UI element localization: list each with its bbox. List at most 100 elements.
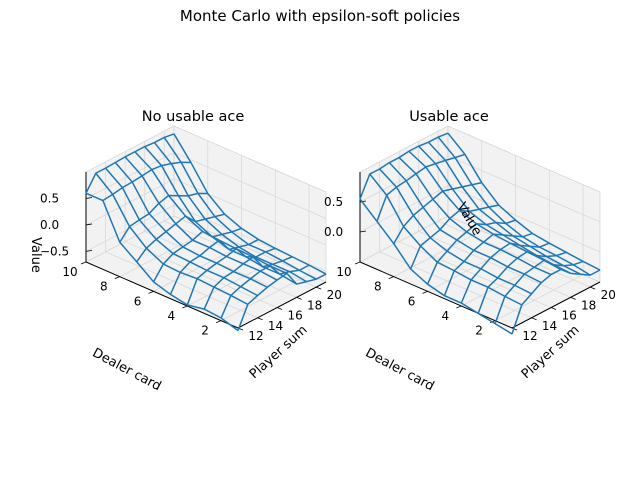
- surface-line-player-13: [95, 172, 249, 306]
- grid-line: [85, 205, 175, 252]
- surface-line-dealer-4: [186, 247, 276, 306]
- surface-line-player-17: [408, 150, 562, 271]
- surface-line-dealer-7: [136, 213, 225, 263]
- grid-line: [418, 230, 571, 298]
- y-tick-label: 16: [287, 309, 302, 323]
- x-tick: [148, 290, 154, 294]
- y-tick: [531, 317, 537, 321]
- y-tick: [316, 286, 322, 290]
- surface-line-player-19: [153, 142, 307, 283]
- surface-line-player-19: [427, 141, 581, 275]
- surface-line-player-13: [369, 173, 523, 306]
- surface-line-player-16: [124, 156, 278, 281]
- subplot-usable-ace: 2 4 6 8 10 12 14 16 18 20 0.0 0.5 Usable ace Dealer c…: [324, 109, 616, 394]
- x-tick: [354, 261, 361, 265]
- grid-line: [447, 185, 601, 253]
- z-tick-label: 0.5: [324, 195, 343, 209]
- surface-line-player-21: [173, 133, 327, 275]
- grid-line: [379, 251, 532, 319]
- grid-line: [173, 152, 327, 219]
- surface-line-player-15: [114, 161, 268, 288]
- grid-line: [153, 244, 242, 292]
- surface-line-dealer-5: [443, 232, 533, 296]
- surface-line-dealer-9: [102, 161, 191, 202]
- surface-line-player-14: [379, 168, 532, 295]
- grid-line: [359, 185, 449, 233]
- x-tick-label: 6: [134, 294, 142, 308]
- y-tick-label: 12: [248, 329, 263, 343]
- x-tick: [80, 261, 87, 265]
- x-tick: [456, 305, 462, 309]
- x-tick: [422, 290, 428, 294]
- z-tick: [359, 230, 367, 233]
- z-tick: [359, 200, 367, 203]
- x-tick-label: 8: [374, 280, 382, 294]
- grid-line: [85, 152, 175, 199]
- grid-line: [447, 155, 601, 223]
- surface-line-dealer-2: [494, 259, 584, 324]
- z-tick-label: 0.5: [40, 191, 59, 205]
- x-tick-label: 8: [100, 280, 108, 294]
- y-tick-label: 20: [327, 288, 342, 302]
- surface-line-dealer-5: [169, 238, 259, 295]
- subplot-title: No usable ace: [142, 109, 245, 125]
- grid-line: [187, 259, 276, 307]
- surface-line-dealer-7: [409, 204, 499, 270]
- grid-line: [359, 215, 449, 263]
- y-tick-label: 18: [581, 298, 596, 312]
- x-tick-label: 4: [442, 309, 450, 323]
- y-tick: [511, 327, 518, 331]
- surface-line-dealer-3: [477, 250, 567, 314]
- figure-title: Monte Carlo with epsilon-soft policies: [179, 7, 461, 25]
- x-axis-line: [85, 261, 239, 329]
- y-tick: [570, 296, 576, 300]
- grid-line: [494, 274, 584, 322]
- surface-line-dealer-6: [426, 219, 516, 285]
- surface-line-player-18: [144, 146, 298, 285]
- x-axis-label: Dealer card: [90, 346, 164, 395]
- surface-line-dealer-3: [203, 256, 293, 310]
- surface-line-player-16: [398, 157, 552, 276]
- surface-line-player-15: [388, 162, 542, 284]
- surface-line-player-14: [104, 167, 258, 297]
- z-tick: [85, 197, 93, 199]
- x-tick-label: 6: [408, 294, 416, 308]
- subplot-no-usable-ace: 2 4 6 8 10 12 14 16 18 20 −0.5 0.0 0.5 No usable ace D…: [28, 109, 342, 394]
- x-tick: [182, 305, 188, 309]
- y-tick-label: 16: [561, 309, 576, 323]
- x-tick-label: 4: [168, 309, 176, 323]
- y-tick-label: 18: [307, 298, 322, 312]
- y-tick: [550, 307, 557, 310]
- y-tick: [257, 317, 263, 321]
- z-tick: [85, 223, 93, 226]
- z-axis-label: Value: [28, 237, 43, 273]
- surface-line-dealer-10: [359, 132, 449, 200]
- surface-line-dealer-8: [393, 181, 482, 245]
- surface-line-dealer-8: [119, 192, 208, 243]
- grid-line: [427, 244, 516, 292]
- surface-line-dealer-6: [152, 227, 242, 283]
- y-tick-label: 14: [268, 319, 283, 333]
- z-tick: [85, 250, 93, 252]
- surface-line-dealer-1: [237, 272, 327, 331]
- y-tick-label: 20: [601, 288, 616, 302]
- y-tick: [590, 286, 596, 290]
- surface-line-dealer-2: [220, 264, 310, 319]
- y-tick-label: 14: [542, 319, 557, 333]
- surface-line-player-12: [85, 192, 239, 332]
- surface-line-dealer-9: [376, 153, 466, 222]
- surface-line-player-20: [163, 137, 317, 280]
- x-axis-label: Dealer card: [363, 346, 437, 395]
- z-tick-label: −0.5: [40, 244, 69, 258]
- surface-line-player-20: [437, 136, 591, 276]
- y-tick: [276, 307, 283, 310]
- grid-line: [105, 251, 258, 319]
- x-tick: [215, 320, 222, 324]
- x-tick-label: 2: [201, 324, 209, 338]
- x-tick-label: 10: [336, 265, 351, 279]
- x-tick: [388, 276, 394, 280]
- y-axis-line: [511, 281, 601, 329]
- surface-line-dealer-1: [511, 268, 601, 335]
- x-tick: [114, 276, 120, 280]
